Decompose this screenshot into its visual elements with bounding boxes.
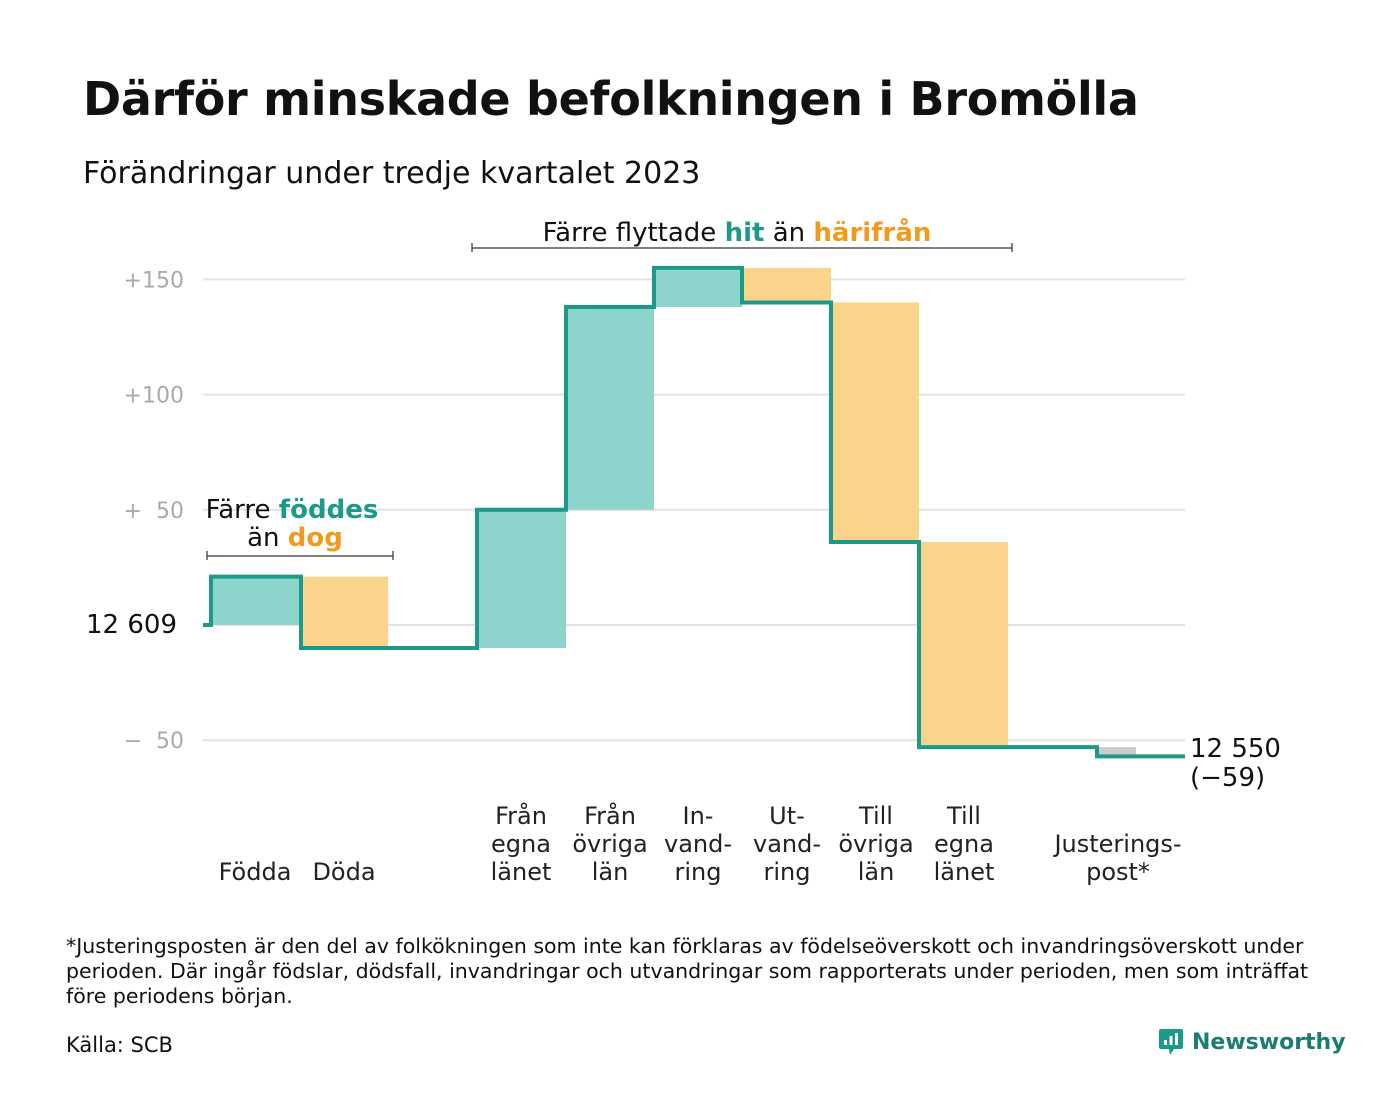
category-label-fodda: Födda <box>219 858 292 886</box>
source: Källa: SCB <box>66 1033 173 1057</box>
category-label-fran_egna: Från egna länet <box>491 801 552 886</box>
end-value-label: 12 550 <box>1190 734 1281 764</box>
newsworthy-logo-icon <box>1159 1029 1183 1055</box>
cumulative-step-line <box>203 265 1185 759</box>
category-label-utvandring: Ut-vand-ring <box>753 802 821 886</box>
category-label-fran_ovriga: Från övriga län <box>572 801 647 886</box>
bar-fodda <box>212 576 299 625</box>
category-label-doda: Döda <box>312 858 375 886</box>
natural-annotation-bracket <box>206 551 394 560</box>
footnote: *Justeringsposten är den del av folkökni… <box>66 934 1309 1008</box>
category-label-justering: Justerings-post* <box>1052 830 1181 886</box>
category-label-till_egna: Till egna länet <box>934 802 995 886</box>
category-label-invandring: In-vand-ring <box>664 802 732 886</box>
step-line-layer <box>203 265 1185 759</box>
migration-annotation: Färre flyttade hit än härifrån <box>471 216 1013 252</box>
bar-doda <box>301 576 388 649</box>
y-tick-label: + 50 <box>124 499 184 524</box>
bars <box>212 267 1136 757</box>
bar-justering <box>1099 747 1136 757</box>
migration-annotation-bracket <box>471 243 1013 252</box>
y-tick-label: − 50 <box>124 729 184 754</box>
bar-till_egna <box>919 542 1008 748</box>
brand-name: Newsworthy <box>1192 1029 1346 1055</box>
highlight-here: hit <box>725 218 765 248</box>
y-tick-label: +100 <box>124 384 184 409</box>
bar-fran_ovriga <box>566 307 654 510</box>
natural-annotation-line2: än dog <box>247 523 343 553</box>
highlight-died: dog <box>288 523 343 553</box>
start-value-label: 12 609 <box>86 610 177 640</box>
y-axis-ticks: +150 +100 + 50 − 50 <box>124 268 184 754</box>
bar-utvandring <box>742 267 831 303</box>
chart-title: Därför minskade befolkningen i Bromölla <box>83 72 1139 126</box>
highlight-born: föddes <box>279 495 379 525</box>
category-labels: Födda Döda Från egna länet Från övriga länIn-va… <box>219 801 1182 886</box>
highlight-from-here: härifrån <box>813 216 931 248</box>
natural-change-annotation: Färre föddes än dog <box>206 495 394 560</box>
bar-fran_egna <box>477 509 566 649</box>
brand: Newsworthy <box>1158 1027 1346 1057</box>
bar-till_ovriga <box>831 302 919 543</box>
chart-subtitle: Förändringar under tredje kvartalet 2023 <box>83 156 701 191</box>
end-change-label: (−59) <box>1190 763 1265 793</box>
migration-annotation-text: Färre flyttade hit än härifrån <box>543 216 932 248</box>
bar-invandring <box>654 267 742 308</box>
y-tick-label: +150 <box>124 268 184 293</box>
category-label-till_ovriga: Till övriga län <box>838 802 913 886</box>
natural-annotation-line1: Färre föddes <box>206 495 379 525</box>
